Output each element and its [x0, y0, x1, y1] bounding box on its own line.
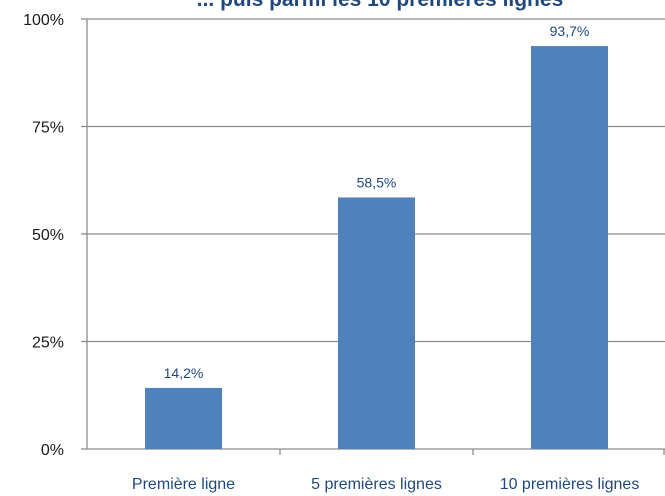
bar	[338, 197, 415, 449]
y-tick-label: 25%	[32, 335, 64, 352]
x-category-label: 5 premières lignes	[311, 476, 442, 493]
y-axis-tick-labels: 0% 25% 50% 75% 100%	[23, 12, 64, 459]
data-label: 58,5%	[357, 174, 397, 190]
x-category-label: Première ligne	[132, 476, 235, 493]
y-tick-label: 100%	[23, 12, 64, 29]
x-category-label: 10 premières lignes	[500, 476, 640, 493]
x-axis-category-labels: Première ligne 5 premières lignes 10 premi…	[132, 476, 639, 493]
bar	[145, 387, 222, 449]
y-tick-label: 75%	[32, 120, 64, 137]
data-label: 14,2%	[164, 365, 204, 381]
bars	[145, 46, 608, 450]
y-tick-label: 50%	[32, 227, 64, 244]
data-label: 93,7%	[550, 23, 590, 39]
bar	[531, 46, 608, 450]
y-tick-label: 0%	[41, 442, 64, 459]
chart-title: ... puis parmi les 10 premières lignes	[197, 0, 564, 11]
data-labels: 14,2% 58,5% 93,7%	[164, 23, 590, 381]
